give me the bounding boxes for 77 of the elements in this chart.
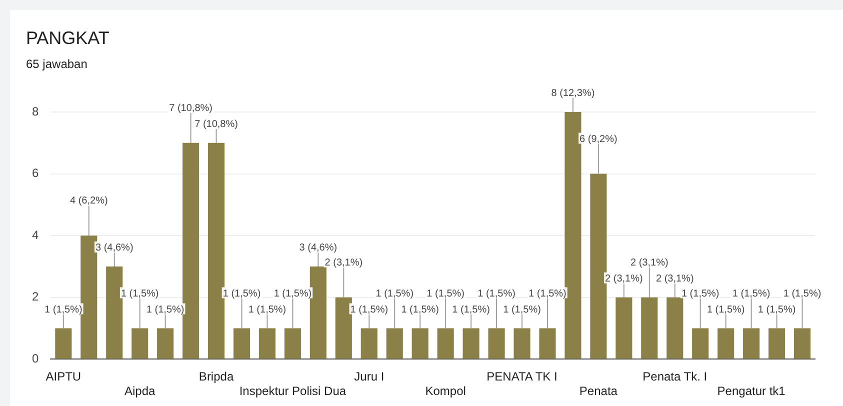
bar	[590, 174, 607, 359]
bar	[284, 328, 301, 359]
data-label: 1 (1,5%)	[146, 304, 184, 316]
bar	[208, 142, 225, 359]
x-tick-label: Kompol	[425, 384, 466, 398]
data-label: 3 (4,6%)	[95, 242, 134, 254]
bar	[182, 142, 200, 359]
data-label: 1 (1,5%)	[681, 288, 720, 300]
data-label: 3 (4,6%)	[299, 242, 338, 254]
data-label: 1 (1,5%)	[732, 288, 770, 300]
data-label: 7 (10,8%)	[194, 118, 238, 130]
bar	[335, 297, 352, 359]
x-tick-label: AIPTU	[46, 370, 82, 384]
bar	[233, 328, 250, 359]
data-label: 1 (1,5%)	[44, 304, 82, 316]
data-label: 1 (1,5%)	[401, 304, 439, 316]
bar	[437, 328, 454, 359]
bar	[132, 328, 148, 359]
bar	[106, 266, 123, 359]
data-label: 2 (3,1%)	[605, 273, 643, 284]
data-label: 1 (1,5%)	[426, 288, 464, 300]
bar	[258, 328, 276, 359]
y-tick-label: 4	[32, 228, 39, 242]
bar	[743, 328, 760, 359]
data-label: 1 (1,5%)	[758, 304, 796, 316]
bar	[488, 328, 505, 359]
data-label: 2 (3,1%)	[656, 273, 694, 284]
x-tick-label: Pengatur tk1	[717, 384, 786, 398]
data-label: 2 (3,1%)	[324, 257, 363, 268]
bar	[157, 328, 174, 359]
x-tick-label: Bripda	[198, 370, 234, 384]
bar	[539, 328, 556, 359]
data-label: 1 (1,5%)	[248, 304, 286, 316]
y-tick-label: 8	[32, 104, 39, 118]
data-label: 1 (1,5%)	[783, 288, 822, 300]
chart-subtitle: 65 jawaban	[26, 57, 88, 71]
data-label: 7 (10,8%)	[169, 102, 212, 114]
bar	[616, 297, 632, 359]
bar	[55, 328, 72, 359]
data-label: 8 (12,3%)	[551, 88, 595, 99]
chart-title: PANGKAT	[26, 28, 110, 49]
bar	[794, 328, 811, 359]
data-label: 1 (1,5%)	[222, 288, 261, 300]
data-label: 1 (1,5%)	[503, 304, 541, 316]
y-tick-label: 0	[32, 352, 39, 366]
data-label: 4 (6,2%)	[70, 196, 108, 207]
data-label: 6 (9,2%)	[580, 134, 618, 145]
x-tick-label: Aipda	[124, 384, 156, 398]
bar	[718, 328, 734, 359]
y-tick-label: 2	[32, 290, 39, 304]
bar	[386, 328, 403, 359]
y-tick-label: 6	[32, 166, 39, 180]
data-label: 1 (1,5%)	[376, 288, 414, 300]
data-label: 1 (1,5%)	[706, 304, 745, 316]
bar	[514, 328, 530, 359]
data-label: 1 (1,5%)	[452, 304, 490, 316]
bar	[768, 328, 786, 359]
x-tick-label: Juru I	[354, 370, 384, 384]
bar	[666, 297, 684, 359]
x-tick-label: Inspektur Polisi Dua	[239, 384, 346, 398]
bar	[80, 236, 98, 359]
bar	[641, 297, 658, 359]
data-label: 1 (1,5%)	[274, 288, 312, 300]
bar	[564, 112, 582, 359]
data-label: 2 (3,1%)	[630, 257, 668, 268]
data-label: 1 (1,5%)	[350, 304, 388, 316]
x-tick-label: Penata Tk. I	[642, 370, 708, 384]
bar	[360, 328, 378, 359]
x-tick-label: PENATA TK I	[486, 370, 558, 384]
bar	[692, 328, 709, 359]
data-label: 1 (1,5%)	[528, 288, 566, 300]
data-label: 1 (1,5%)	[120, 288, 159, 300]
bar	[310, 266, 326, 359]
bar	[462, 328, 480, 359]
bar	[412, 328, 428, 359]
x-tick-label: Penata	[579, 384, 618, 398]
data-label: 1 (1,5%)	[478, 288, 516, 300]
